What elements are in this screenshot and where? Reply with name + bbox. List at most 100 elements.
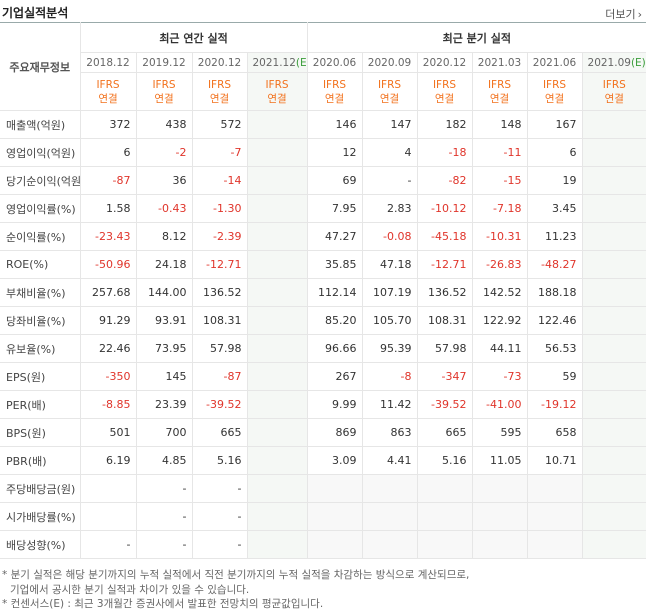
value-cell: -14 bbox=[191, 166, 248, 195]
value-cell: 188.18 bbox=[526, 278, 583, 307]
value-cell: -8 bbox=[361, 362, 418, 391]
value-cell bbox=[246, 446, 308, 475]
value-cell: -2.39 bbox=[191, 222, 248, 251]
value-cell: 93.91 bbox=[135, 306, 193, 335]
value-cell: -12.71 bbox=[416, 250, 473, 279]
data-row: 당좌비율(%) 91.29 93.91 108.31 85.20 105.70 108.31… bbox=[0, 306, 646, 335]
basis-text: IFRS bbox=[487, 78, 512, 91]
value-cell bbox=[581, 222, 646, 251]
value-cell: -10.31 bbox=[471, 222, 528, 251]
value-cell: - bbox=[135, 502, 193, 531]
value-cell: 146 bbox=[306, 110, 363, 139]
value-cell bbox=[306, 530, 363, 559]
value-cell: 3.09 bbox=[306, 446, 363, 475]
value-cell: 658 bbox=[526, 418, 583, 447]
value-cell: -19.12 bbox=[526, 390, 583, 419]
value-cell: 35.85 bbox=[306, 250, 363, 279]
value-cell: 23.39 bbox=[135, 390, 193, 419]
value-cell: 19 bbox=[526, 166, 583, 195]
value-cell: 112.14 bbox=[306, 278, 363, 307]
value-cell: 7.95 bbox=[306, 194, 363, 223]
value-cell: -0.08 bbox=[361, 222, 418, 251]
value-cell: 108.31 bbox=[416, 306, 473, 335]
value-cell: -48.27 bbox=[526, 250, 583, 279]
header: 기업실적분석 더보기 bbox=[0, 0, 646, 22]
period-header: 2021.06 bbox=[526, 52, 583, 73]
basis-text: 연결 bbox=[154, 92, 174, 105]
value-cell: 105.70 bbox=[361, 306, 418, 335]
value-cell bbox=[581, 110, 646, 139]
data-row: ROE(%) -50.96 24.18 -12.71 35.85 47.18 -12.71-… bbox=[0, 250, 646, 279]
value-cell: -39.52 bbox=[191, 390, 248, 419]
value-cell bbox=[471, 474, 528, 503]
value-cell: -7.18 bbox=[471, 194, 528, 223]
group-header: 최근 분기 실적 bbox=[306, 22, 646, 53]
value-cell bbox=[416, 502, 473, 531]
more-link[interactable]: 더보기 bbox=[605, 6, 642, 22]
value-cell: 8.12 bbox=[135, 222, 193, 251]
period-date: 2018.12 bbox=[86, 56, 130, 69]
value-cell bbox=[581, 194, 646, 223]
value-cell: -18 bbox=[416, 138, 473, 167]
value-cell bbox=[581, 334, 646, 363]
value-cell: 10.71 bbox=[526, 446, 583, 475]
data-row: 매출액(억원) 372 438 572 146 147 182 148 167 bbox=[0, 110, 646, 139]
group-header: 최근 연간 실적 bbox=[79, 22, 308, 53]
row-label: 매출액(억원) bbox=[0, 110, 81, 139]
notes: * 분기 실적은 해당 분기까지의 누적 실적에서 직전 분기까지의 누적 실적… bbox=[2, 568, 469, 612]
period-date: 2020.09 bbox=[367, 56, 412, 69]
value-cell: 59 bbox=[526, 362, 583, 391]
value-cell bbox=[581, 250, 646, 279]
value-cell: -1.30 bbox=[191, 194, 248, 223]
value-cell: 438 bbox=[135, 110, 193, 139]
period-header: 2021.09(E) bbox=[581, 52, 646, 73]
value-cell: 95.39 bbox=[361, 334, 418, 363]
value-cell: -82 bbox=[416, 166, 473, 195]
value-cell: 122.46 bbox=[526, 306, 583, 335]
value-cell: 85.20 bbox=[306, 306, 363, 335]
note-line: * 분기 실적은 해당 분기까지의 누적 실적에서 직전 분기까지의 누적 실적… bbox=[2, 569, 470, 581]
estimate-mark: (E) bbox=[630, 56, 646, 69]
value-cell bbox=[416, 474, 473, 503]
value-cell: 145 bbox=[135, 362, 193, 391]
row-label: 당기순이익(억원) bbox=[0, 166, 81, 195]
period-date: 2021.12 bbox=[252, 56, 296, 69]
value-cell bbox=[246, 418, 308, 447]
basis-text: IFRS bbox=[96, 78, 120, 91]
value-cell: 57.98 bbox=[191, 334, 248, 363]
value-cell: -26.83 bbox=[471, 250, 528, 279]
value-cell bbox=[416, 530, 473, 559]
value-cell bbox=[471, 502, 528, 531]
value-cell bbox=[581, 138, 646, 167]
value-cell: 1.58 bbox=[79, 194, 137, 223]
value-cell bbox=[306, 502, 363, 531]
basis-text: 연결 bbox=[544, 92, 565, 105]
value-cell bbox=[581, 446, 646, 475]
value-cell bbox=[581, 474, 646, 503]
row-label: ROE(%) bbox=[0, 250, 81, 279]
value-cell: 73.95 bbox=[135, 334, 193, 363]
row-label: 영업이익(억원) bbox=[0, 138, 81, 167]
row-label: 주당배당금(원) bbox=[0, 474, 81, 503]
data-row: 배당성향(%) - - - bbox=[0, 530, 646, 559]
basis-text: IFRS bbox=[265, 78, 289, 91]
row-label: 시가배당률(%) bbox=[0, 502, 81, 531]
value-cell: - bbox=[191, 502, 248, 531]
basis-text: 연결 bbox=[324, 92, 345, 105]
value-cell bbox=[246, 474, 308, 503]
header-row: 주요재무정보 최근 연간 실적 최근 분기 실적 bbox=[0, 22, 646, 111]
value-cell: 4.85 bbox=[135, 446, 193, 475]
value-cell: -45.18 bbox=[416, 222, 473, 251]
value-cell: 136.52 bbox=[416, 278, 473, 307]
row-label: 순이익률(%) bbox=[0, 222, 81, 251]
value-cell bbox=[79, 474, 137, 503]
basis-text: IFRS bbox=[152, 78, 176, 91]
value-cell: 96.66 bbox=[306, 334, 363, 363]
value-cell bbox=[246, 166, 308, 195]
value-cell: 863 bbox=[361, 418, 418, 447]
value-cell: 142.52 bbox=[471, 278, 528, 307]
value-cell: 144.00 bbox=[135, 278, 193, 307]
basis-text: 연결 bbox=[98, 92, 118, 105]
basis-header: IFRS 연결 bbox=[526, 72, 583, 111]
